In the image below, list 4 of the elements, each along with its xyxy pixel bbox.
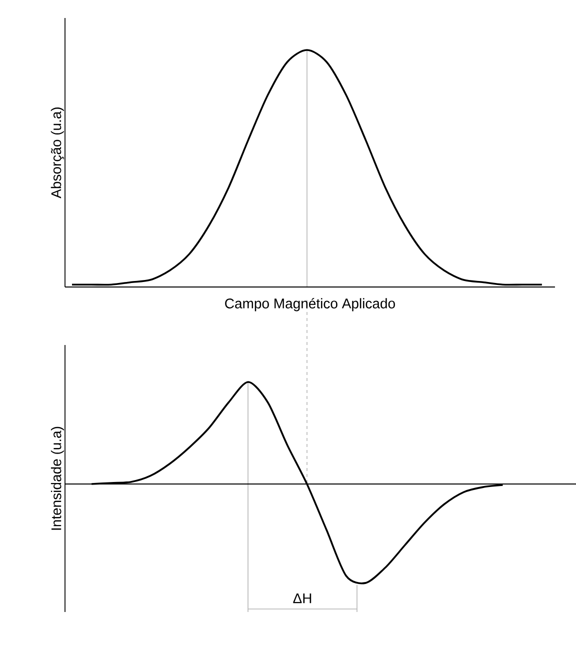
text: ΔH bbox=[292, 593, 311, 604]
y-axis-title: Absorção (u.a) bbox=[50, 107, 64, 198]
y-axis-title: Intensidade (u.a) bbox=[50, 426, 64, 530]
x-axis-title: Campo Magnético Aplicado bbox=[224, 298, 395, 312]
